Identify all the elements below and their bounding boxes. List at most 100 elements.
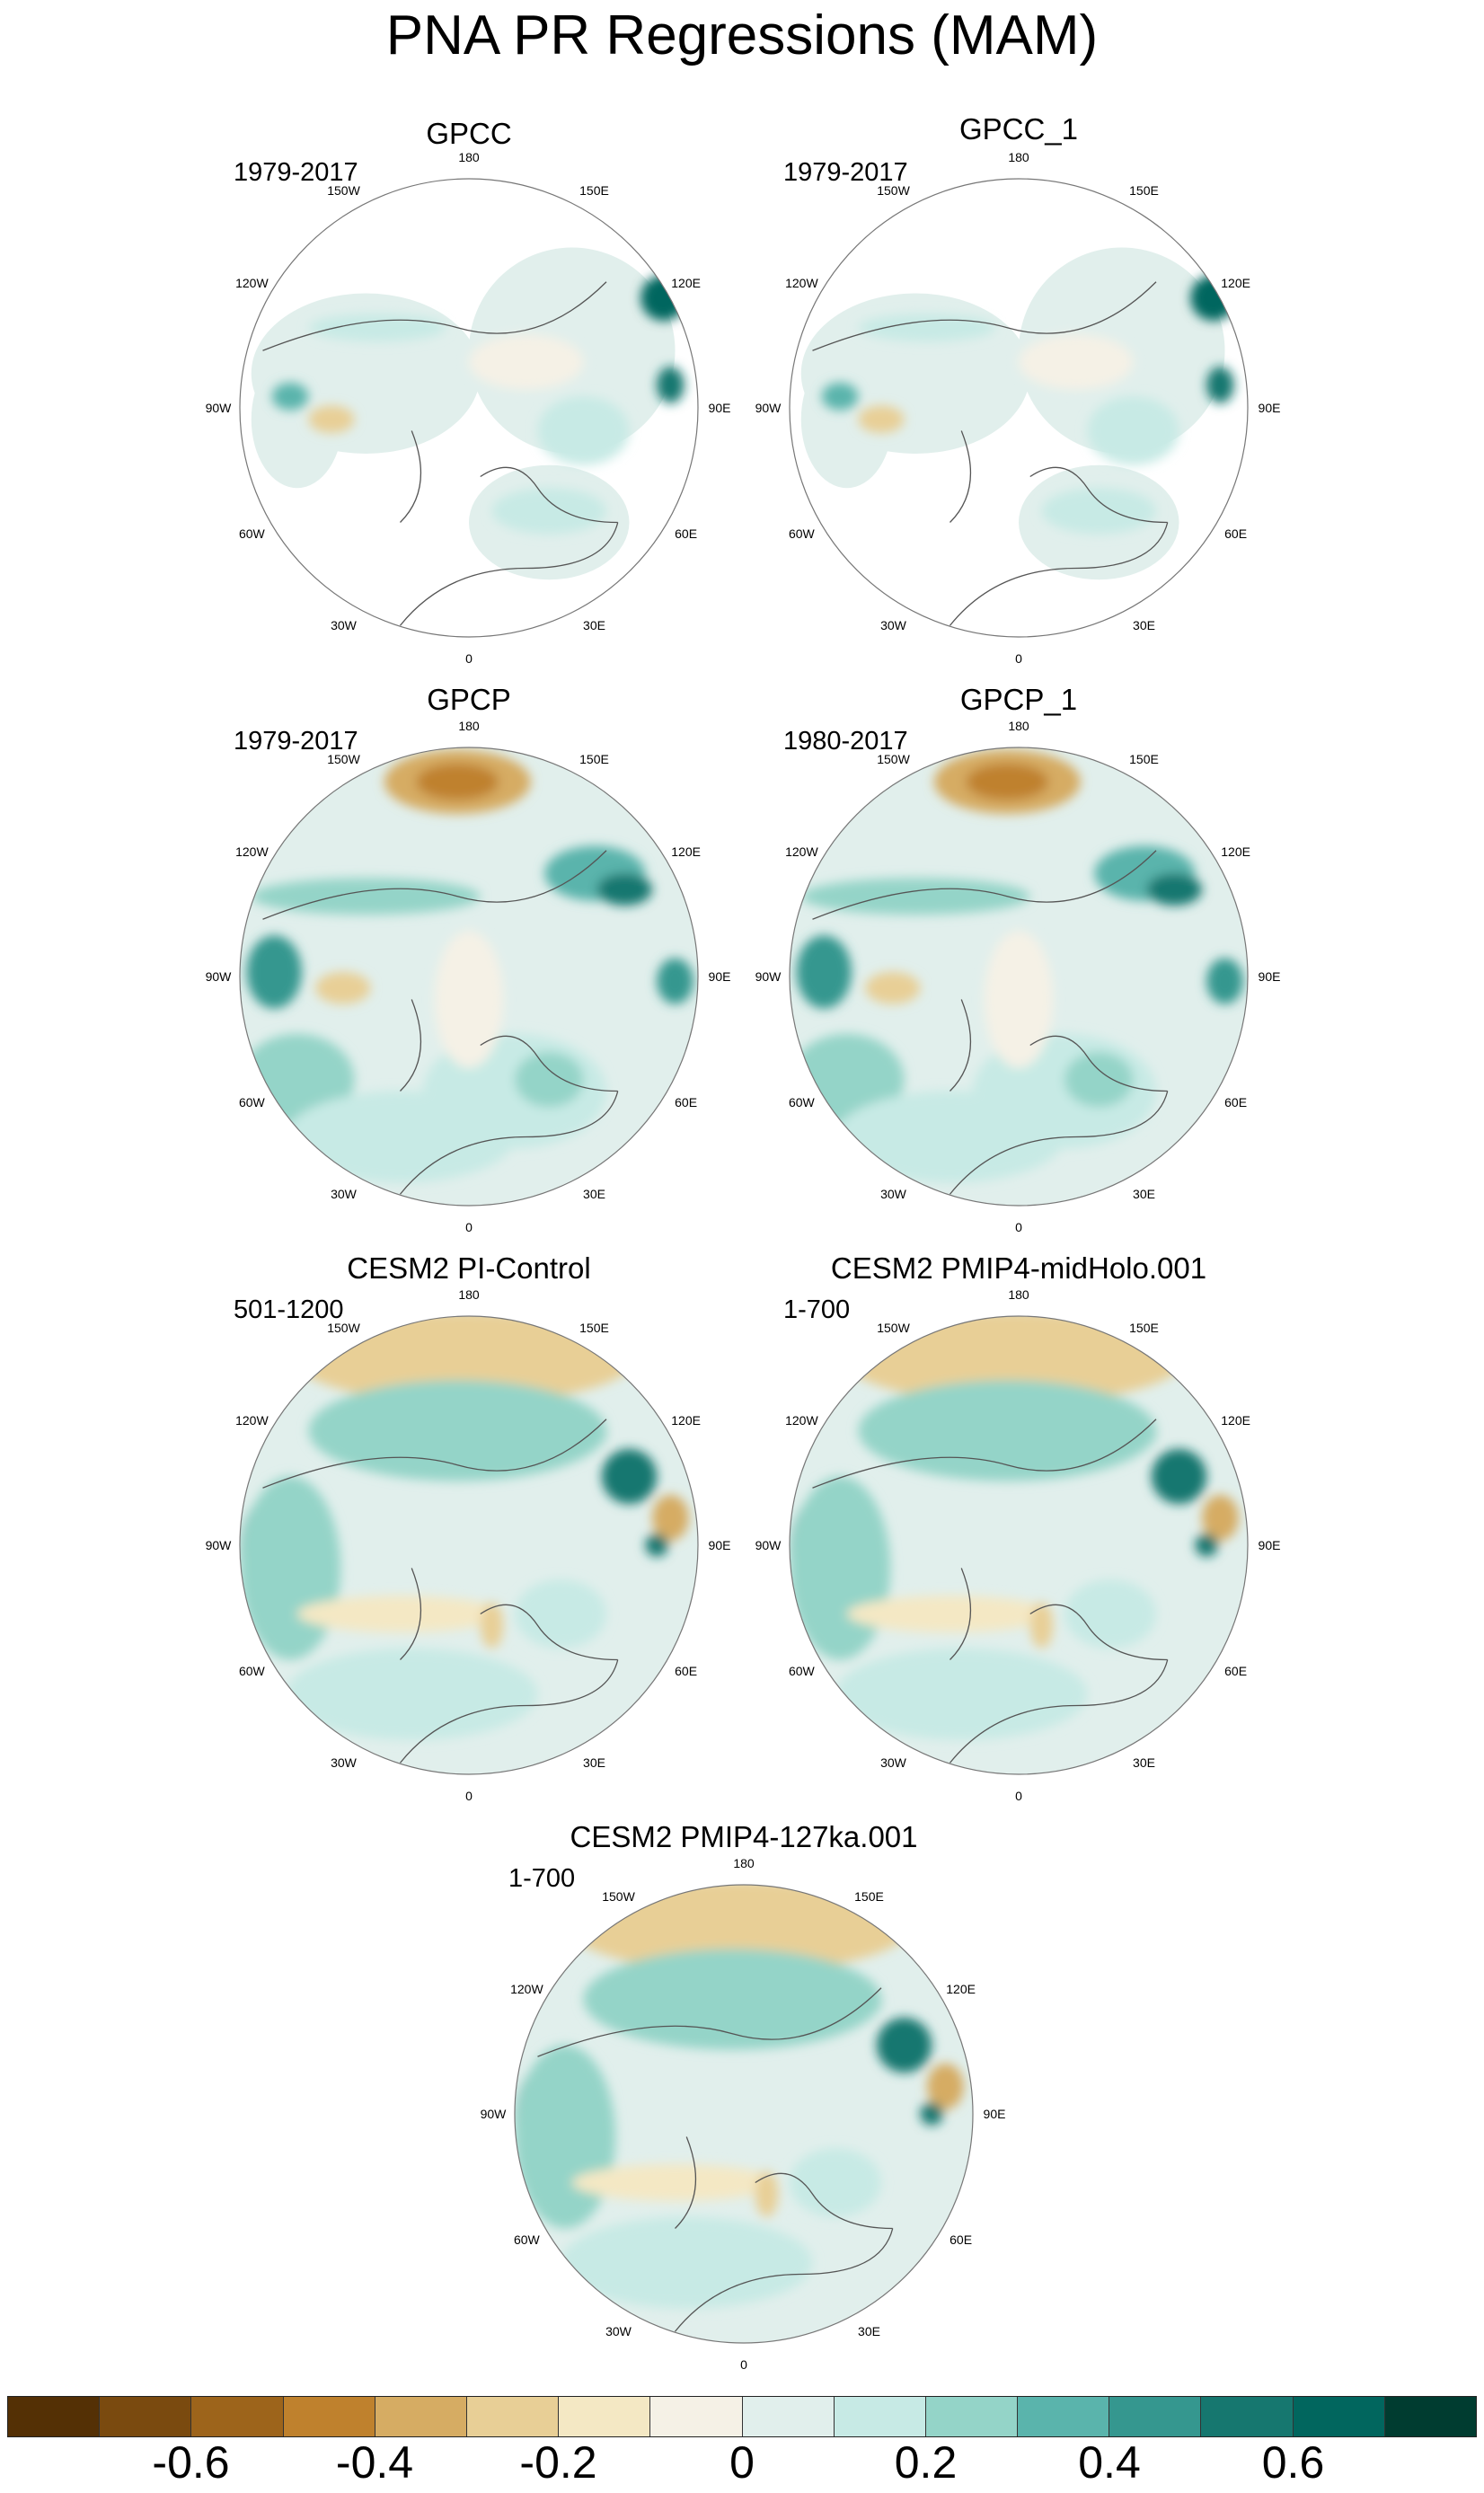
- anomaly-contour: [596, 873, 652, 906]
- anomaly-contour: [491, 488, 606, 535]
- longitude-label: 90W: [755, 969, 782, 984]
- anomaly-contour: [251, 878, 481, 915]
- longitude-label: 150W: [877, 1321, 910, 1336]
- longitude-label: 30W: [880, 1186, 906, 1201]
- coastline: [262, 1419, 619, 1764]
- longitude-label: 30W: [331, 617, 357, 632]
- coastline: [812, 1419, 1169, 1764]
- anomaly-contour: [1195, 1534, 1218, 1557]
- panel-title: CESM2 PMIP4-midHolo.001: [830, 1251, 1207, 1285]
- panel-title: CESM2 PMIP4-127ka.001: [570, 1820, 918, 1853]
- polar-map: [514, 1884, 974, 2344]
- colorbar-swatch: [283, 2397, 375, 2436]
- longitude-label: 120W: [785, 275, 818, 290]
- longitude-label: 150W: [602, 1889, 635, 1905]
- longitude-label: 30E: [583, 1755, 605, 1770]
- colorbar-swatch: [1201, 2397, 1294, 2436]
- longitude-label: 150E: [579, 752, 609, 767]
- panel-title: GPCC: [426, 117, 512, 150]
- polar-map: [789, 1315, 1249, 1775]
- anomaly-contour: [271, 382, 309, 411]
- anomaly-contour: [1019, 334, 1134, 390]
- colorbar-swatch: [191, 2397, 284, 2436]
- anomaly-contour: [1064, 1052, 1134, 1108]
- panel-period: 1-700: [508, 1864, 576, 1893]
- longitude-label: 120E: [671, 1412, 701, 1428]
- anomaly-contour: [583, 1949, 881, 2050]
- longitude-label: 120W: [235, 275, 269, 290]
- coastline: [812, 850, 1169, 1195]
- longitude-label: 120W: [235, 1412, 269, 1428]
- panel-title: CESM2 PI-Control: [347, 1251, 591, 1285]
- longitude-label: 60E: [1224, 526, 1248, 541]
- anomaly-contour: [308, 314, 446, 342]
- anomaly-contour: [286, 1648, 538, 1740]
- anomaly-contour: [515, 1052, 584, 1108]
- longitude-label: 150W: [877, 183, 910, 199]
- longitude-label: 150E: [1129, 183, 1159, 199]
- colorbar-tick-label: 0.2: [894, 2437, 958, 2488]
- figure-title: PNA PR Regressions (MAM): [385, 4, 1099, 66]
- anomaly-contour: [800, 878, 1030, 915]
- longitude-label: 0: [1015, 1789, 1022, 1803]
- anomaly-contour: [246, 935, 302, 1009]
- map-border: [514, 1884, 974, 2344]
- coastline: [262, 281, 619, 626]
- anomaly-contour: [1064, 1579, 1156, 1649]
- panel-period: 501-1200: [234, 1295, 344, 1324]
- longitude-label: 120E: [1221, 844, 1250, 859]
- longitude-label: 150E: [579, 183, 609, 199]
- anomaly-contour: [601, 1448, 658, 1505]
- map-border: [239, 178, 699, 638]
- polar-map: [239, 178, 699, 638]
- map-border: [239, 747, 699, 1207]
- anomaly-contour: [561, 2216, 813, 2309]
- anomaly-contour: [657, 958, 693, 1004]
- colorbar-swatch: [8, 2397, 101, 2436]
- colorbar-swatch: [375, 2397, 467, 2436]
- longitude-label: 120E: [1221, 275, 1250, 290]
- longitude-label: 60E: [1224, 1094, 1248, 1109]
- anomaly-contour: [821, 382, 859, 411]
- longitude-label: 120E: [1221, 1412, 1250, 1428]
- longitude-label: 0: [465, 651, 473, 666]
- longitude-label: 150W: [877, 752, 910, 767]
- anomaly-contour: [835, 1091, 1064, 1183]
- longitude-label: 150E: [579, 1321, 609, 1336]
- polar-map: [789, 178, 1249, 638]
- longitude-label: 60W: [513, 2232, 540, 2247]
- anomaly-contour: [657, 367, 685, 403]
- longitude-label: 30W: [331, 1186, 357, 1201]
- anomaly-contour: [240, 1476, 341, 1660]
- longitude-label: 60E: [675, 526, 698, 541]
- anomaly-contour: [296, 1596, 504, 1632]
- longitude-label: 90W: [480, 2107, 507, 2121]
- anomaly-contour: [286, 1091, 515, 1183]
- longitude-label: 120E: [671, 275, 701, 290]
- longitude-label: 60W: [788, 526, 815, 541]
- longitude-label: 180: [733, 1856, 755, 1870]
- longitude-label: 60W: [238, 1094, 265, 1109]
- panel-period: 1979-2017: [783, 158, 908, 187]
- panel-title: GPCP: [427, 683, 511, 716]
- longitude-label: 60E: [675, 1094, 698, 1109]
- anomaly-contour: [645, 1534, 668, 1557]
- longitude-label: 90W: [205, 1538, 232, 1552]
- land-field: [251, 350, 343, 489]
- anomaly-contour: [876, 2017, 932, 2073]
- longitude-label: 180: [1008, 1287, 1029, 1302]
- anomaly-contour: [1206, 958, 1243, 1004]
- anomaly-contour: [1041, 488, 1156, 535]
- colorbar-tick-label: -0.6: [152, 2437, 230, 2488]
- polar-map: [789, 747, 1249, 1207]
- longitude-label: 90E: [708, 969, 731, 984]
- panel-period: 1980-2017: [783, 727, 908, 756]
- longitude-label: 90E: [708, 1538, 731, 1552]
- longitude-label: 150W: [327, 183, 360, 199]
- anomaly-contour: [308, 405, 355, 434]
- longitude-label: 150E: [1129, 1321, 1159, 1336]
- anomaly-contour: [927, 2063, 964, 2109]
- longitude-label: 30E: [1133, 1186, 1155, 1201]
- longitude-label: 60W: [238, 526, 265, 541]
- longitude-label: 0: [1015, 651, 1022, 666]
